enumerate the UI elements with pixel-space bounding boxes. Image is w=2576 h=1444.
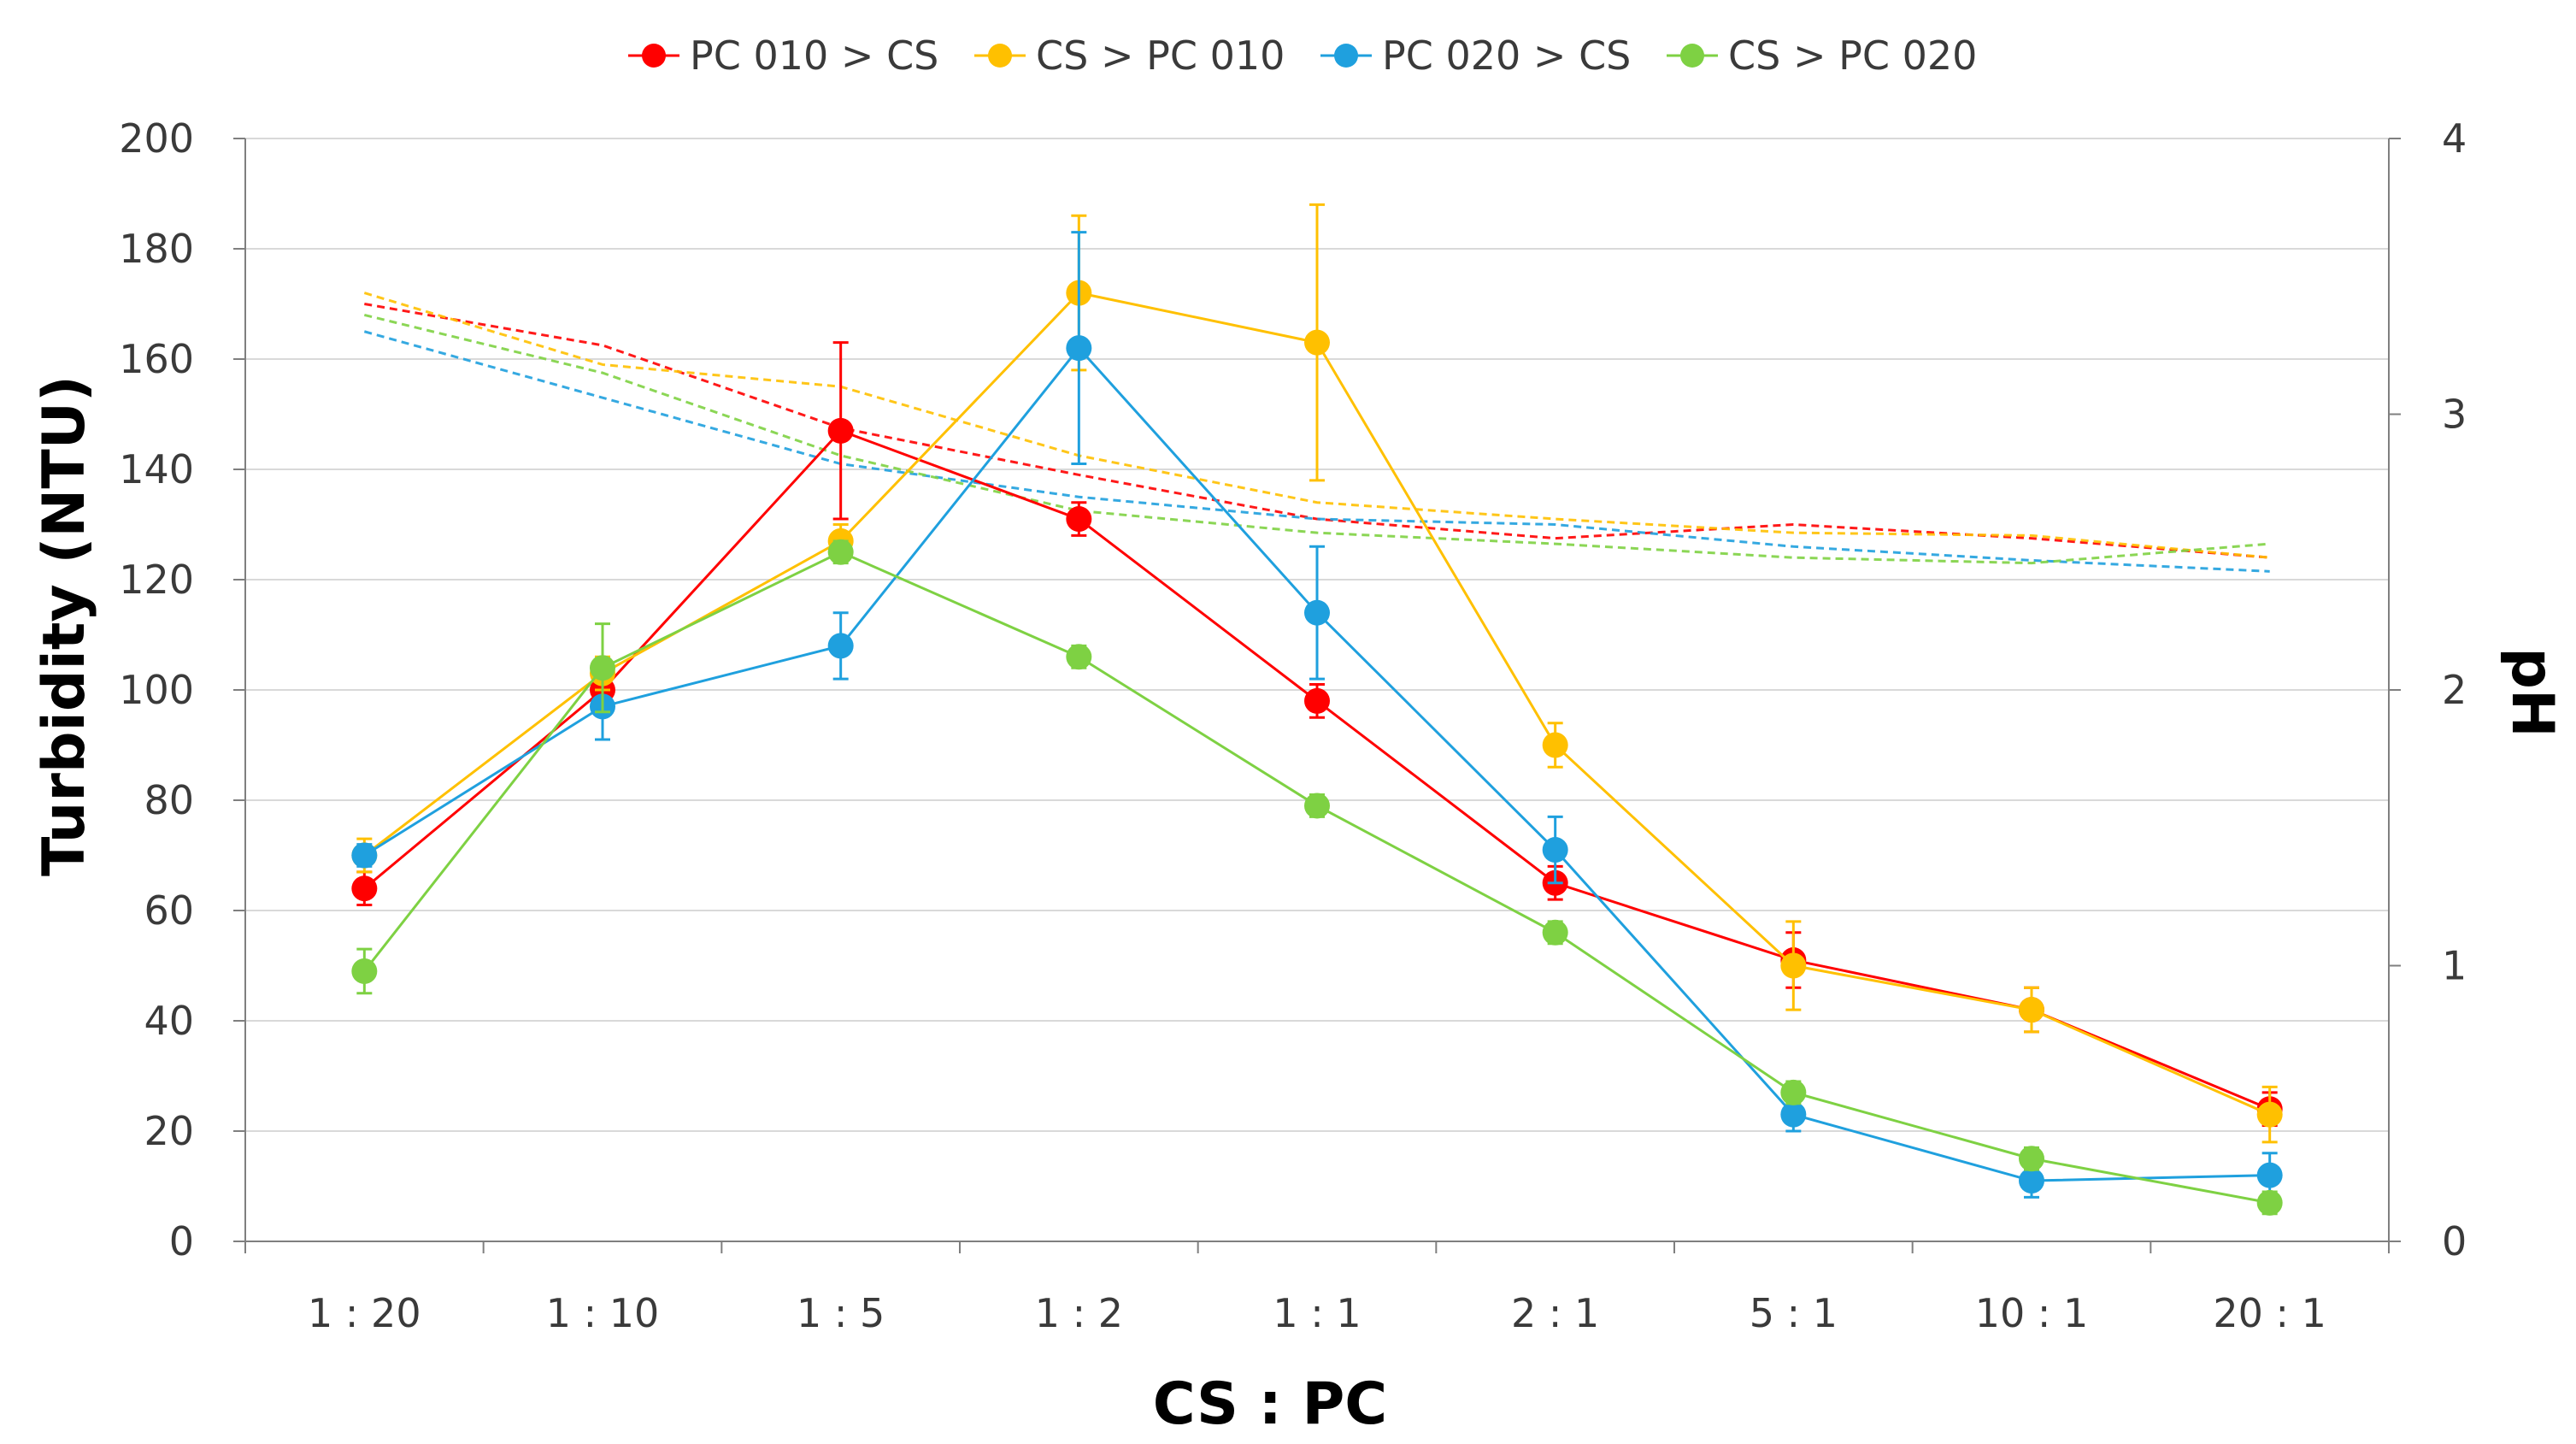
- data-point: [351, 875, 378, 902]
- y-tick-label: 40: [144, 998, 194, 1044]
- data-point: [1066, 644, 1092, 670]
- data-point: [1304, 793, 1330, 819]
- x-tick-label: 5 : 1: [1750, 1290, 1838, 1336]
- y2-tick-label: 3: [2442, 392, 2467, 438]
- data-point: [2019, 997, 2044, 1023]
- y-tick-label: 100: [119, 667, 194, 713]
- series: [351, 231, 2283, 1199]
- legend-swatch-marker: [1334, 44, 1358, 68]
- y-tick-label: 140: [119, 446, 194, 492]
- x-tick-label: 1 : 10: [546, 1290, 660, 1336]
- data-point: [2256, 1101, 2283, 1128]
- data-point: [827, 633, 854, 659]
- data-point: [351, 958, 378, 984]
- y-tick-label: 0: [169, 1218, 194, 1264]
- data-point: [2019, 1146, 2044, 1172]
- data-point: [1780, 1101, 1807, 1128]
- x-tick-label: 10 : 1: [1975, 1290, 2089, 1336]
- data-point: [827, 539, 854, 565]
- x-tick-label: 20 : 1: [2213, 1290, 2326, 1336]
- legend-item: PC 020 > CS: [1320, 32, 1631, 79]
- legend-label: PC 020 > CS: [1382, 32, 1631, 79]
- ph-lines: [363, 292, 2270, 573]
- data-point: [2256, 1189, 2283, 1216]
- data-point: [1066, 506, 1092, 533]
- data-point: [1542, 837, 1568, 863]
- data-point: [827, 417, 854, 444]
- data-point: [351, 842, 378, 869]
- x-tick-label: 2 : 1: [1511, 1290, 1599, 1336]
- data-point: [1304, 687, 1330, 714]
- legend-item: PC 010 > CS: [628, 32, 938, 79]
- legend-item: CS > PC 010: [974, 32, 1285, 79]
- legend: PC 010 > CS CS > PC 010 PC 020 > CS CS > PC…: [628, 32, 1977, 79]
- axes: 0 20 40 60 80 100 120 140 160 180 200 0 1 2 3 4 1 : 20 1 …: [119, 115, 2467, 1336]
- legend-swatch-marker: [1680, 44, 1704, 68]
- legend-swatch-marker: [988, 44, 1012, 68]
- ph-line: [364, 303, 2270, 559]
- y-axis-title: Turbidity (NTU): [31, 375, 98, 876]
- data-point: [1542, 732, 1568, 758]
- y-tick-label: 200: [119, 115, 194, 162]
- x-tick-label: 1 : 5: [797, 1290, 885, 1336]
- y-tick-label: 180: [119, 226, 194, 272]
- data-point: [2019, 1168, 2044, 1194]
- y-tick-label: 60: [144, 887, 194, 934]
- legend-label: CS > PC 010: [1036, 32, 1285, 79]
- x-tick-label: 1 : 1: [1273, 1290, 1361, 1336]
- y-tick-label: 120: [119, 557, 194, 603]
- y2-tick-label: 2: [2442, 667, 2467, 713]
- x-tick-label: 1 : 20: [308, 1290, 421, 1336]
- data-point: [1780, 1079, 1807, 1105]
- y-tick-label: 80: [144, 777, 194, 823]
- y-tick-label: 20: [144, 1108, 194, 1154]
- y2-tick-label: 0: [2442, 1218, 2467, 1264]
- x-tick-label: 1 : 2: [1035, 1290, 1123, 1336]
- turbidity-series: [351, 203, 2283, 1216]
- series: [351, 539, 2283, 1216]
- legend-swatch-marker: [642, 44, 666, 68]
- y2-tick-label: 4: [2442, 115, 2467, 162]
- x-axis-title: CS : PC: [1153, 1370, 1387, 1438]
- y2-axis-title: pH: [2498, 647, 2566, 738]
- data-point: [1066, 335, 1092, 362]
- data-point: [1542, 919, 1568, 946]
- data-point: [1304, 599, 1330, 626]
- legend-label: CS > PC 020: [1728, 32, 1977, 79]
- data-point: [1780, 952, 1807, 979]
- legend-item: CS > PC 020: [1667, 32, 1977, 79]
- y2-tick-label: 1: [2442, 943, 2467, 989]
- data-point: [2256, 1162, 2283, 1188]
- y-tick-label: 160: [119, 336, 194, 382]
- ph-line: [363, 292, 2270, 559]
- legend-label: PC 010 > CS: [690, 32, 938, 79]
- ph-line: [363, 313, 2270, 565]
- data-point: [1304, 329, 1330, 356]
- data-point: [590, 655, 615, 681]
